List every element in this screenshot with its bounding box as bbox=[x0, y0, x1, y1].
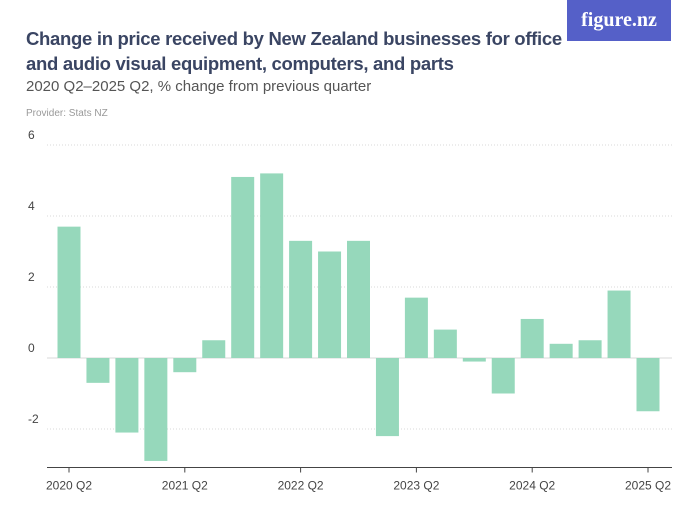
bar-2025-q1 bbox=[607, 290, 631, 358]
x-tick-label: 2020 Q2 bbox=[46, 479, 92, 493]
bar-2021-q1 bbox=[144, 358, 168, 461]
y-tick-label: 6 bbox=[28, 128, 35, 142]
bar-2024-q4 bbox=[578, 340, 602, 358]
bar-2021-q2 bbox=[173, 358, 197, 373]
y-tick-label: 4 bbox=[28, 199, 35, 213]
bar-2020-q2 bbox=[57, 226, 81, 358]
bar-2020-q3 bbox=[86, 358, 110, 383]
provider-label: Provider: Stats NZ bbox=[26, 108, 108, 119]
x-tick-label: 2025 Q2 bbox=[625, 479, 671, 493]
bar-2021-q4 bbox=[231, 176, 255, 358]
bar-2020-q4 bbox=[115, 358, 139, 433]
bar-2024-q1 bbox=[491, 358, 515, 394]
bar-2023-q2 bbox=[404, 297, 428, 358]
y-tick-label: 0 bbox=[28, 341, 35, 355]
bar-2024-q3 bbox=[549, 343, 573, 358]
bar-2023-q4 bbox=[462, 358, 486, 362]
figure-nz-logo[interactable]: figure.nz bbox=[567, 0, 671, 41]
bar-2022-q3 bbox=[318, 251, 342, 358]
bar-2021-q3 bbox=[202, 340, 226, 358]
x-tick-label: 2021 Q2 bbox=[162, 479, 208, 493]
y-tick-label: -2 bbox=[28, 412, 39, 426]
bar-2024-q2 bbox=[520, 318, 544, 358]
x-tick-label: 2022 Q2 bbox=[278, 479, 324, 493]
bar-2022-q1 bbox=[260, 173, 284, 358]
bar-2023-q1 bbox=[375, 358, 399, 437]
bar-2022-q4 bbox=[347, 240, 370, 358]
bar-2022-q2 bbox=[289, 240, 313, 358]
chart-subtitle: 2020 Q2–2025 Q2, % change from previous … bbox=[26, 78, 372, 95]
bar-2023-q3 bbox=[433, 329, 457, 358]
chart-title: Change in price received by New Zealand … bbox=[26, 28, 562, 74]
y-tick-label: 2 bbox=[28, 270, 35, 284]
bar-2025-q2 bbox=[636, 358, 660, 412]
x-tick-label: 2024 Q2 bbox=[509, 479, 555, 493]
x-tick-label: 2023 Q2 bbox=[393, 479, 439, 493]
